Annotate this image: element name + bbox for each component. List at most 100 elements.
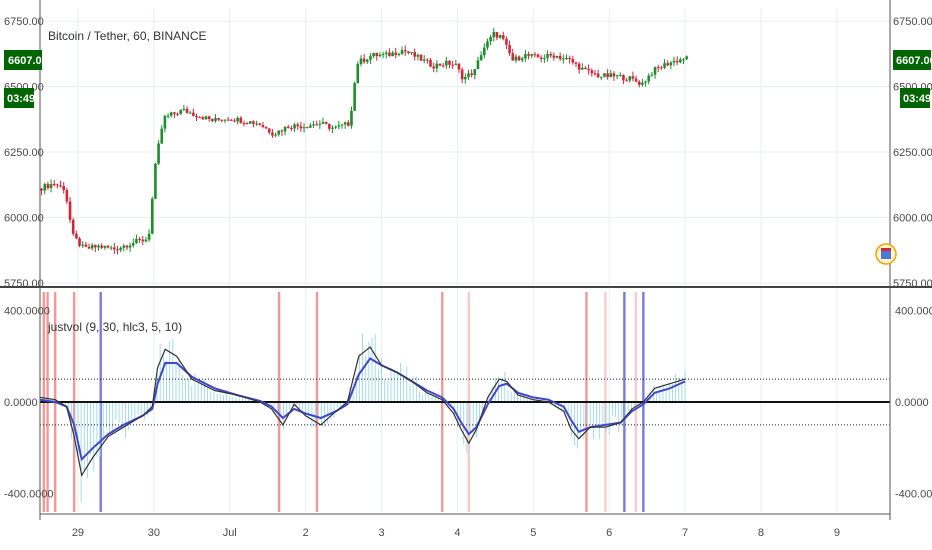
candle-body bbox=[271, 132, 274, 136]
candle-body bbox=[173, 112, 176, 114]
candle bbox=[116, 246, 119, 255]
candle bbox=[166, 113, 170, 119]
candle bbox=[546, 50, 549, 62]
candle bbox=[334, 125, 337, 130]
candle-body bbox=[445, 60, 448, 66]
candle-body bbox=[381, 53, 385, 55]
candle bbox=[486, 38, 489, 51]
candle-body bbox=[533, 54, 537, 56]
candle-body bbox=[299, 126, 303, 129]
candle-body bbox=[185, 108, 189, 113]
candle-body bbox=[634, 78, 638, 82]
candle bbox=[198, 116, 201, 119]
candle-body bbox=[84, 244, 88, 247]
candle bbox=[236, 116, 239, 125]
candle-body bbox=[179, 109, 183, 114]
candle-body bbox=[625, 80, 628, 82]
candle-body bbox=[574, 62, 578, 64]
candle bbox=[530, 53, 534, 59]
candle bbox=[328, 123, 331, 132]
candle-body bbox=[264, 127, 268, 129]
candle bbox=[549, 51, 552, 58]
candle-body bbox=[214, 118, 217, 121]
candle-body bbox=[106, 245, 110, 248]
candle bbox=[637, 80, 641, 88]
candle-body bbox=[242, 122, 246, 124]
candle-body bbox=[154, 163, 157, 199]
candle-body bbox=[426, 59, 429, 61]
candle bbox=[255, 120, 258, 126]
candle bbox=[280, 129, 284, 136]
candle bbox=[52, 180, 56, 187]
candle-body bbox=[495, 32, 499, 38]
candle bbox=[641, 78, 644, 87]
candle-body bbox=[517, 56, 521, 61]
candle-body bbox=[147, 233, 151, 240]
candle-body bbox=[239, 117, 243, 123]
candle bbox=[675, 56, 679, 66]
candle-body bbox=[391, 52, 394, 57]
candle bbox=[43, 182, 47, 195]
candle bbox=[656, 64, 660, 73]
candle bbox=[660, 65, 663, 70]
candle bbox=[369, 53, 372, 65]
candle bbox=[226, 116, 230, 121]
candle bbox=[217, 117, 220, 122]
candle-body bbox=[226, 119, 230, 121]
candle-body bbox=[552, 55, 556, 58]
candle bbox=[176, 112, 179, 117]
candle-body bbox=[568, 57, 571, 59]
candle bbox=[669, 61, 673, 70]
event-calendar-icon[interactable] bbox=[875, 243, 897, 265]
candle bbox=[397, 52, 401, 57]
candle bbox=[75, 230, 78, 240]
candle-body bbox=[365, 59, 369, 62]
candle-body bbox=[593, 73, 597, 75]
candle bbox=[290, 125, 293, 131]
candle-body bbox=[220, 119, 224, 121]
candle-body bbox=[195, 115, 198, 118]
candle-body bbox=[211, 118, 214, 121]
candle-body bbox=[337, 125, 341, 127]
candle-body bbox=[653, 67, 657, 75]
candle bbox=[429, 57, 432, 68]
candle-body bbox=[419, 54, 423, 61]
candle-body bbox=[233, 120, 236, 122]
candle-body bbox=[315, 124, 318, 126]
candle-body bbox=[486, 41, 489, 48]
candle bbox=[454, 59, 458, 66]
candle bbox=[524, 49, 527, 62]
candle bbox=[150, 196, 154, 235]
candle bbox=[359, 55, 363, 67]
candle bbox=[612, 71, 616, 81]
candle-body bbox=[160, 128, 164, 144]
candle bbox=[68, 197, 72, 224]
candle-body bbox=[660, 67, 663, 69]
candle-body bbox=[685, 56, 688, 60]
candle bbox=[97, 244, 100, 251]
candle bbox=[495, 32, 499, 41]
candle-body bbox=[122, 245, 126, 248]
candle-body bbox=[441, 65, 445, 67]
candle bbox=[94, 244, 97, 253]
candle-body bbox=[558, 55, 562, 59]
candle-body bbox=[612, 73, 616, 77]
candle-body bbox=[647, 75, 651, 82]
candle bbox=[154, 162, 157, 200]
indicator-y-tick-right: -400.0000 bbox=[895, 489, 932, 501]
candle-body bbox=[353, 83, 356, 111]
candle-body bbox=[255, 123, 258, 125]
candle bbox=[644, 80, 647, 87]
candle bbox=[482, 43, 486, 59]
candle-body bbox=[397, 53, 401, 55]
left-price-badge: 6607.00 03:49 bbox=[4, 50, 48, 108]
candle-body bbox=[331, 127, 334, 129]
candle bbox=[438, 63, 442, 67]
candle bbox=[62, 182, 66, 194]
candle-body bbox=[201, 117, 205, 120]
candle-body bbox=[296, 124, 300, 127]
candle bbox=[426, 58, 429, 64]
candle-body bbox=[599, 76, 603, 78]
candle bbox=[302, 123, 306, 133]
candle-body bbox=[581, 67, 584, 70]
